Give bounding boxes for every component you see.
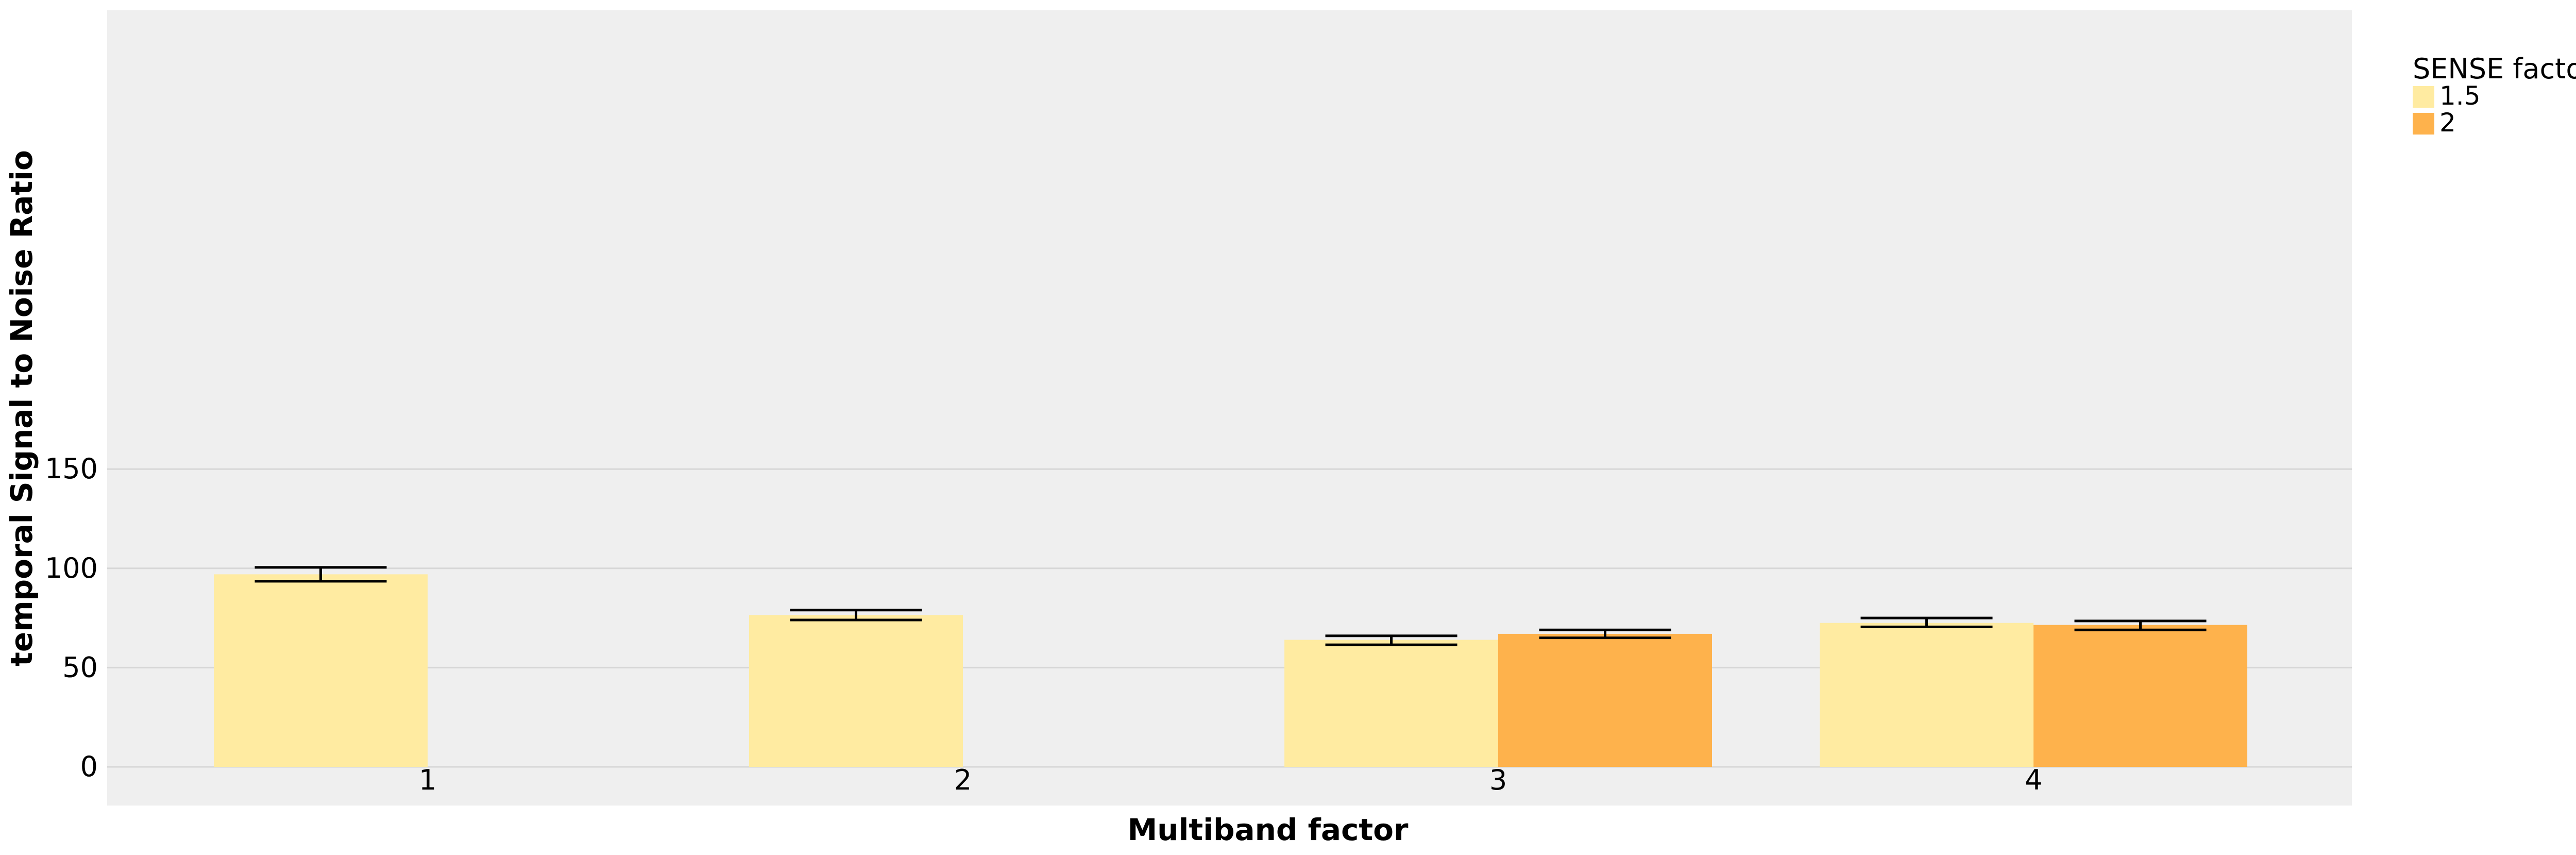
bar-4-sense-1.5 (1820, 623, 2033, 767)
error-bar-4-sense-2 (2074, 619, 2207, 631)
y-tick-labels: 0 50 100 150 (45, 452, 98, 783)
error-bar-1-sense-1.5 (255, 566, 387, 583)
x-axis-title: Multiband factor (1127, 812, 1408, 847)
bar-3-sense-2 (1498, 633, 1712, 767)
y-tick-label: 100 (45, 552, 98, 584)
x-tick-label: 4 (2025, 764, 2042, 796)
error-bar-3-sense-2 (1539, 628, 1671, 640)
legend-label-1-5: 1.5 (2439, 81, 2481, 111)
legend: SENSE factor 1.5 2 (2413, 53, 2576, 138)
x-tick-label: 2 (954, 764, 972, 796)
bar-1-sense-1.5 (214, 574, 428, 767)
y-axis-title: temporal Signal to Noise Ratio (4, 150, 39, 666)
error-bar-4-sense-1.5 (1860, 616, 1993, 628)
x-tick-label: 3 (1489, 764, 1507, 796)
error-bars (255, 566, 2207, 646)
y-tick-label: 0 (80, 750, 98, 783)
bar-3-sense-1.5 (1284, 640, 1498, 767)
bar-4-sense-2 (2033, 625, 2247, 767)
bar-2-sense-1.5 (749, 615, 963, 767)
x-tick-label: 1 (419, 764, 436, 796)
error-bar-3-sense-1.5 (1325, 634, 1458, 646)
legend-title: SENSE factor (2413, 53, 2576, 85)
legend-swatch-2 (2413, 113, 2434, 135)
legend-label-2: 2 (2439, 108, 2456, 138)
x-tick-labels: 1 2 3 4 (419, 764, 2042, 796)
y-tick-label: 50 (62, 651, 98, 683)
y-tick-label: 150 (45, 452, 98, 485)
bars (214, 574, 2247, 767)
error-bar-2-sense-1.5 (790, 609, 922, 622)
legend-swatch-1-5 (2413, 86, 2434, 108)
